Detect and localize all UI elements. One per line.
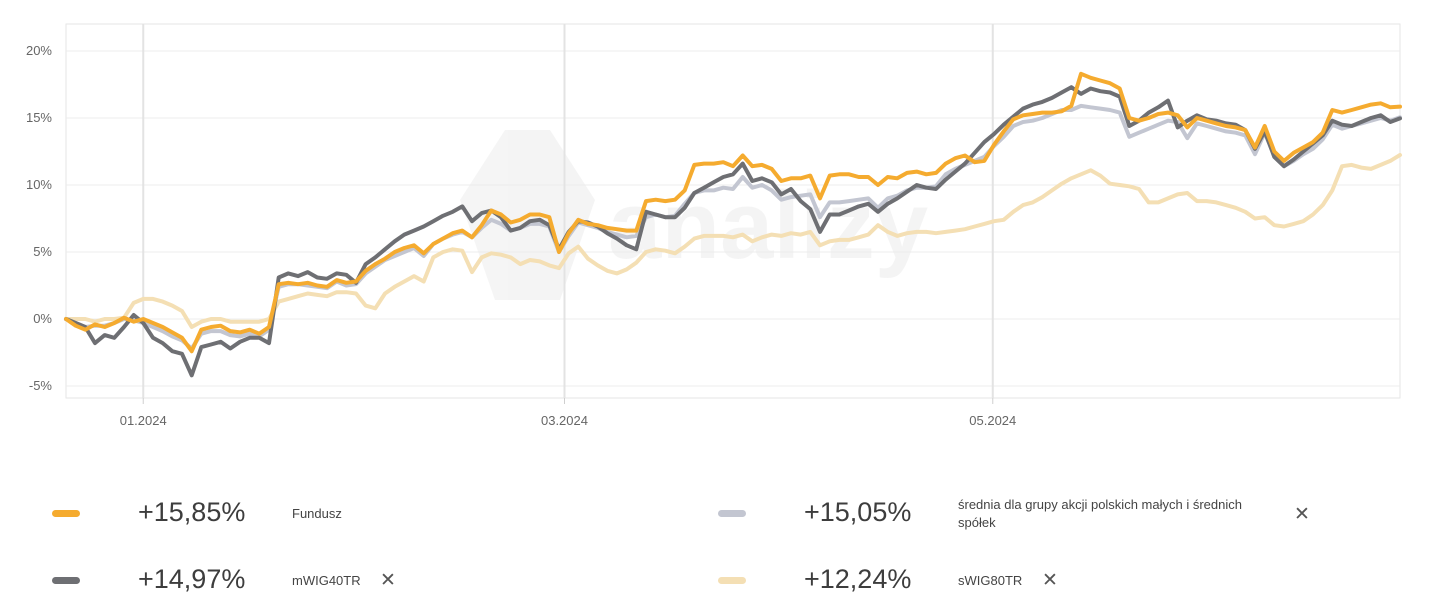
x-tick-label: 01.2024 bbox=[120, 413, 167, 428]
y-tick-label: -5% bbox=[29, 378, 53, 393]
legend-value-mwig40tr: +14,97% bbox=[138, 564, 246, 594]
y-tick-label: 10% bbox=[26, 177, 52, 192]
legend-swatch-group-average bbox=[718, 510, 746, 517]
legend-item-fundusz: +15,85% Fundusz bbox=[52, 494, 652, 534]
legend-item-swig80tr: +12,24% sWIG80TR ✕ bbox=[718, 561, 1338, 601]
legend-swatch-mwig40tr bbox=[52, 577, 80, 584]
y-tick-label: 20% bbox=[26, 43, 52, 58]
series-lines bbox=[64, 71, 1402, 378]
legend-name-swig80tr: sWIG80TR bbox=[958, 573, 1023, 588]
remove-series-button[interactable]: ✕ bbox=[1294, 503, 1310, 525]
legend-swatch-fundusz bbox=[52, 510, 80, 517]
x-tick-label: 03.2024 bbox=[541, 413, 588, 428]
legend-item-mwig40tr: +14,97% mWIG40TR ✕ bbox=[52, 561, 652, 601]
plot-frame bbox=[65, 23, 1401, 399]
y-tick-label: 0% bbox=[33, 311, 52, 326]
series-line bbox=[64, 153, 1402, 329]
legend-value-swig80tr: +12,24% bbox=[804, 564, 912, 594]
legend-item-group-average: +15,05% średnia dla grupy akcji polskich… bbox=[718, 494, 1338, 534]
legend-swatch-swig80tr bbox=[718, 577, 746, 584]
x-tick-label: 05.2024 bbox=[969, 413, 1016, 428]
y-axis: 20% 15% 10% 5% 0% -5% bbox=[26, 43, 52, 393]
remove-series-button[interactable]: ✕ bbox=[1042, 569, 1058, 591]
remove-series-button[interactable]: ✕ bbox=[380, 569, 396, 591]
y-tick-label: 5% bbox=[33, 244, 52, 259]
legend-value-group-average: +15,05% bbox=[804, 497, 912, 527]
legend-name-mwig40tr: mWIG40TR bbox=[292, 573, 361, 588]
y-tick-label: 15% bbox=[26, 110, 52, 125]
chart-legend: +15,85% Fundusz +15,05% średnia dla grup… bbox=[0, 480, 1429, 604]
series-line bbox=[64, 85, 1402, 378]
legend-name-group-average: średnia dla grupy akcji polskich małych … bbox=[958, 497, 1242, 530]
x-axis: 01.2024 03.2024 05.2024 bbox=[120, 398, 1016, 428]
line-chart: analizy 20%15%10%5%0%-5% 01.2024 03.2024 0… bbox=[25, 23, 1402, 428]
legend-value-fundusz: +15,85% bbox=[138, 497, 246, 527]
series-line bbox=[64, 71, 1402, 354]
legend-name-fundusz: Fundusz bbox=[292, 506, 342, 521]
chart-grid bbox=[65, 23, 1401, 399]
